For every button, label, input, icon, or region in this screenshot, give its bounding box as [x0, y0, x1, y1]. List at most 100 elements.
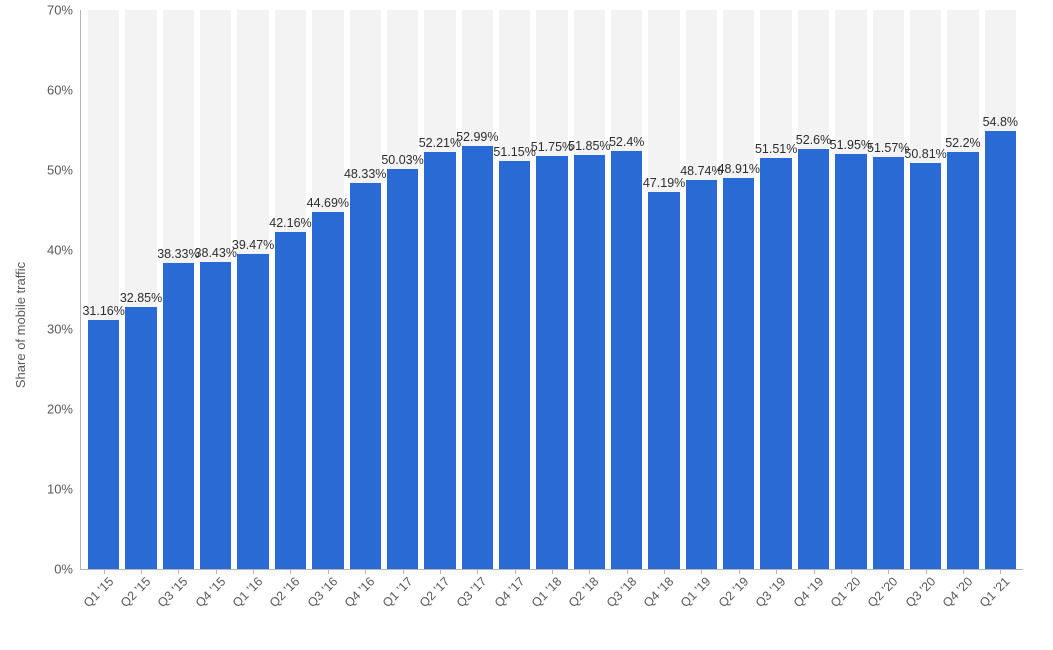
- bar-slot: 50.81%: [907, 10, 944, 569]
- x-label-slot: Q3 '18: [608, 569, 645, 639]
- bar[interactable]: [686, 180, 717, 569]
- bar[interactable]: [275, 232, 306, 569]
- bar[interactable]: [648, 192, 679, 569]
- bar[interactable]: [237, 254, 268, 569]
- bar-slot: 51.95%: [832, 10, 869, 569]
- y-tick-label: 20%: [31, 402, 73, 417]
- x-tick-label: Q4 '19: [790, 574, 826, 610]
- bar-slot: 39.47%: [234, 10, 271, 569]
- bar-slot: 51.51%: [757, 10, 794, 569]
- bar-slot: 32.85%: [122, 10, 159, 569]
- bar-slot: 31.16%: [85, 10, 122, 569]
- x-tick-label: Q1 '21: [977, 574, 1013, 610]
- bar-slot: 44.69%: [309, 10, 346, 569]
- x-tick-label: Q1 '15: [80, 574, 116, 610]
- bar[interactable]: [125, 307, 156, 569]
- bars-group: 31.16%32.85%38.33%38.43%39.47%42.16%44.6…: [81, 10, 1023, 569]
- x-label-slot: Q2 '16: [272, 569, 309, 639]
- bar[interactable]: [499, 161, 530, 569]
- bar[interactable]: [88, 320, 119, 569]
- bar[interactable]: [723, 178, 754, 569]
- x-label-slot: Q2 '20: [870, 569, 907, 639]
- bar-slot: 48.33%: [347, 10, 384, 569]
- x-label-slot: Q1 '20: [832, 569, 869, 639]
- bar[interactable]: [462, 146, 493, 569]
- bar-slot: 51.57%: [870, 10, 907, 569]
- bar[interactable]: [387, 169, 418, 569]
- x-tick-label: Q2 '20: [865, 574, 901, 610]
- bar-slot: 50.03%: [384, 10, 421, 569]
- bar-slot: 48.74%: [683, 10, 720, 569]
- x-label-slot: Q1 '16: [234, 569, 271, 639]
- x-tick-label: Q1 '20: [828, 574, 864, 610]
- x-label-slot: Q4 '15: [197, 569, 234, 639]
- bar[interactable]: [985, 131, 1016, 569]
- x-tick-label: Q1 '16: [230, 574, 266, 610]
- bar-slot: 52.4%: [608, 10, 645, 569]
- x-label-slot: Q1 '18: [533, 569, 570, 639]
- bar-slot: 42.16%: [272, 10, 309, 569]
- bar-slot: 48.91%: [720, 10, 757, 569]
- x-tick-label: Q3 '18: [604, 574, 640, 610]
- y-tick-label: 30%: [31, 322, 73, 337]
- x-label-slot: Q3 '15: [160, 569, 197, 639]
- x-label-slot: Q4 '17: [496, 569, 533, 639]
- x-tick-label: Q4 '18: [641, 574, 677, 610]
- x-tick-label: Q3 '20: [902, 574, 938, 610]
- x-tick-label: Q1 '17: [379, 574, 415, 610]
- x-label-slot: Q3 '19: [757, 569, 794, 639]
- bar[interactable]: [947, 152, 978, 569]
- bar[interactable]: [536, 156, 567, 569]
- x-label-slot: Q1 '15: [85, 569, 122, 639]
- x-tick-label: Q2 '16: [267, 574, 303, 610]
- bar[interactable]: [873, 157, 904, 569]
- bar-slot: 47.19%: [645, 10, 682, 569]
- y-tick-label: 60%: [31, 82, 73, 97]
- bar-slot: 38.43%: [197, 10, 234, 569]
- bar[interactable]: [798, 149, 829, 569]
- x-tick-label: Q3 '19: [753, 574, 789, 610]
- bar-slot: 38.33%: [160, 10, 197, 569]
- x-label-slot: Q2 '17: [421, 569, 458, 639]
- bar[interactable]: [611, 151, 642, 569]
- bar-slot: 52.99%: [459, 10, 496, 569]
- x-tick-label: Q3 '15: [155, 574, 191, 610]
- bar[interactable]: [200, 262, 231, 569]
- bar[interactable]: [350, 183, 381, 569]
- bar[interactable]: [574, 155, 605, 569]
- chart-container: Share of mobile traffic 0%10%20%30%40%50…: [0, 0, 1053, 650]
- x-label-slot: Q3 '20: [907, 569, 944, 639]
- bar-slot: 52.21%: [421, 10, 458, 569]
- x-tick-label: Q2 '17: [417, 574, 453, 610]
- x-label-group: Q1 '15Q2 '15Q3 '15Q4 '15Q1 '16Q2 '16Q3 '…: [81, 569, 1023, 639]
- bar-slot: 51.85%: [571, 10, 608, 569]
- x-tick-label: Q4 '15: [193, 574, 229, 610]
- x-tick-label: Q2 '18: [566, 574, 602, 610]
- x-tick-label: Q4 '20: [940, 574, 976, 610]
- x-label-slot: Q2 '18: [571, 569, 608, 639]
- x-tick-label: Q1 '18: [529, 574, 565, 610]
- x-label-slot: Q1 '17: [384, 569, 421, 639]
- x-tick-label: Q2 '19: [716, 574, 752, 610]
- y-tick-label: 50%: [31, 162, 73, 177]
- bar[interactable]: [910, 163, 941, 569]
- y-axis-title: Share of mobile traffic: [13, 262, 28, 388]
- bar[interactable]: [760, 158, 791, 569]
- x-tick-label: Q3 '16: [305, 574, 341, 610]
- x-label-slot: Q1 '21: [982, 569, 1019, 639]
- plot-area: 0%10%20%30%40%50%60%70% 31.16%32.85%38.3…: [80, 10, 1023, 570]
- x-tick-label: Q3 '17: [454, 574, 490, 610]
- x-tick-label: Q1 '19: [678, 574, 714, 610]
- x-tick-label: Q4 '17: [491, 574, 527, 610]
- bar[interactable]: [163, 263, 194, 569]
- bar[interactable]: [835, 154, 866, 569]
- x-label-slot: Q1 '19: [683, 569, 720, 639]
- x-label-slot: Q2 '15: [122, 569, 159, 639]
- bar[interactable]: [312, 212, 343, 569]
- x-label-slot: Q4 '18: [645, 569, 682, 639]
- x-label-slot: Q4 '20: [944, 569, 981, 639]
- y-tick-label: 40%: [31, 242, 73, 257]
- bar-slot: 51.75%: [533, 10, 570, 569]
- bar[interactable]: [424, 152, 455, 569]
- x-label-slot: Q4 '19: [795, 569, 832, 639]
